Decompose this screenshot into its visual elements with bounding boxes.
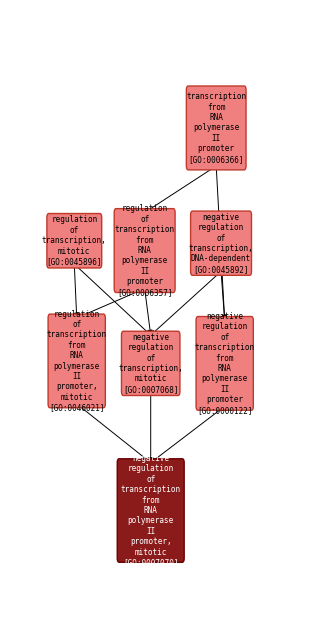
FancyBboxPatch shape: [121, 331, 180, 396]
FancyBboxPatch shape: [117, 459, 184, 562]
Text: negative
regulation
of
transcription
from
RNA
polymerase
II
promoter
[GO:0000122: negative regulation of transcription fro…: [195, 312, 255, 415]
Text: transcription
from
RNA
polymerase
II
promoter
[GO:0006366]: transcription from RNA polymerase II pro…: [186, 92, 246, 164]
FancyBboxPatch shape: [48, 314, 105, 408]
Text: regulation
of
transcription
from
RNA
polymerase
II
promoter,
mitotic
[GO:0046021: regulation of transcription from RNA pol…: [47, 310, 107, 412]
FancyBboxPatch shape: [47, 213, 102, 268]
Text: regulation
of
transcription,
mitotic
[GO:0045896]: regulation of transcription, mitotic [GO…: [42, 215, 107, 266]
Text: negative
regulation
of
transcription,
DNA-dependent
[GO:0045892]: negative regulation of transcription, DN…: [189, 213, 254, 274]
Text: negative
regulation
of
transcription,
mitotic
[GO:0007068]: negative regulation of transcription, mi…: [118, 333, 183, 394]
Text: negative
regulation
of
transcription
from
RNA
polymerase
II
promoter,
mitotic
[G: negative regulation of transcription fro…: [121, 454, 181, 567]
FancyBboxPatch shape: [191, 211, 252, 275]
Text: regulation
of
transcription
from
RNA
polymerase
II
promoter
[GO:0006357]: regulation of transcription from RNA pol…: [115, 204, 175, 297]
FancyBboxPatch shape: [114, 209, 175, 292]
FancyBboxPatch shape: [186, 86, 246, 170]
FancyBboxPatch shape: [196, 317, 253, 410]
